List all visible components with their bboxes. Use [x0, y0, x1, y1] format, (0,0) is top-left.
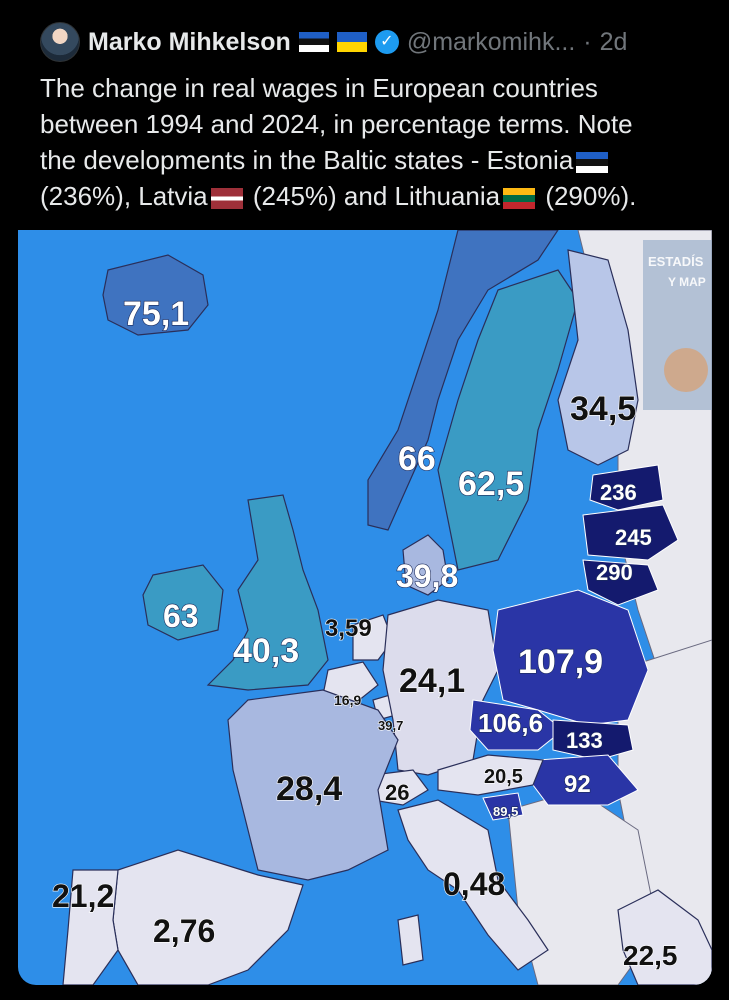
ukraine-flag-icon — [336, 32, 367, 52]
label-spain: 2,76 — [153, 913, 215, 949]
tweet-text: The change in real wages in European cou… — [40, 70, 710, 214]
label-uk: 40,3 — [233, 632, 299, 670]
label-germany: 24,1 — [399, 662, 465, 700]
label-france: 28,4 — [276, 770, 342, 808]
norway-shape — [367, 230, 559, 531]
label-lithuania: 290 — [596, 560, 633, 585]
tweet-time[interactable]: 2d — [599, 27, 628, 56]
poland-shape — [492, 589, 649, 726]
label-luxembourg: 39,7 — [378, 718, 403, 733]
label-latvia: 245 — [615, 525, 652, 550]
finland-shape — [557, 249, 639, 466]
label-ireland: 63 — [163, 598, 199, 634]
label-slovenia: 89,5 — [493, 804, 518, 819]
label-greece: 22,5 — [623, 940, 678, 971]
lithuania-flag-icon — [503, 187, 536, 209]
ireland-shape — [142, 564, 224, 641]
estonia-flag-icon — [298, 32, 329, 52]
watermark-text-1: ESTADÍS — [648, 254, 704, 269]
czechia-shape — [469, 699, 564, 751]
slovakia-shape — [552, 719, 634, 761]
denmark-shape — [402, 534, 449, 596]
italy-shape — [397, 799, 549, 971]
watermark-logo: ESTADÍS Y MAP — [643, 240, 712, 410]
tweet-header: Marko Mihkelson ✓ @markomihk... · 2d — [40, 22, 709, 62]
label-iceland: 75,1 — [123, 295, 189, 333]
portugal-shape — [62, 869, 119, 985]
france-shape — [227, 689, 399, 881]
watermark-text-2: Y MAP — [668, 275, 706, 289]
lithuania-shape — [582, 559, 659, 606]
label-norway: 66 — [398, 440, 436, 478]
label-slovakia: 133 — [566, 728, 603, 753]
label-poland: 107,9 — [518, 643, 603, 681]
iceland-shape — [102, 254, 209, 336]
label-austria: 20,5 — [484, 766, 523, 788]
separator-dot: · — [583, 27, 592, 56]
latvia-shape — [582, 504, 679, 561]
label-hungary: 92 — [564, 771, 591, 798]
slovenia-shape — [482, 792, 524, 821]
verified-badge-icon[interactable]: ✓ — [374, 30, 399, 54]
sardinia-shape — [397, 914, 424, 966]
label-portugal: 21,2 — [52, 878, 114, 914]
author-name[interactable]: Marko Mihkelson — [88, 27, 291, 56]
tweet-text-estonia: (236%), Latvia — [40, 181, 208, 211]
label-czechia: 106,6 — [478, 708, 543, 738]
greece-shape — [617, 889, 712, 985]
tweet-text-line2: between 1994 and 2024, in percentage ter… — [40, 109, 633, 139]
author-handle[interactable]: @markomihk... — [406, 27, 576, 56]
estonia-flag-icon — [576, 151, 609, 173]
uk-shape — [206, 494, 329, 691]
avatar[interactable] — [40, 22, 80, 62]
latvia-flag-icon — [210, 187, 243, 209]
europe-map: ESTADÍS Y MAP 75,1 66 62,5 34,5 236 245 … — [18, 230, 712, 985]
tweet-text-line1: The change in real wages in European cou… — [40, 73, 598, 103]
label-italy: 0,48 — [443, 866, 505, 902]
map-image[interactable]: ESTADÍS Y MAP 75,1 66 62,5 34,5 236 245 … — [18, 230, 712, 985]
label-estonia: 236 — [600, 480, 637, 505]
label-denmark: 39,8 — [396, 558, 458, 594]
label-switzerland: 26 — [385, 780, 409, 805]
label-sweden: 62,5 — [458, 465, 524, 503]
label-finland: 34,5 — [570, 390, 636, 428]
estonia-shape — [589, 464, 664, 511]
austria-shape — [437, 754, 544, 796]
label-netherlands: 3,59 — [325, 615, 372, 642]
tweet-text-line3: the developments in the Baltic states - … — [40, 145, 574, 175]
tweet-text-lithuania: (290%). — [545, 181, 637, 211]
label-belgium: 16,9 — [334, 692, 361, 708]
tweet-text-latvia: (245%) and Lithuania — [252, 181, 501, 211]
